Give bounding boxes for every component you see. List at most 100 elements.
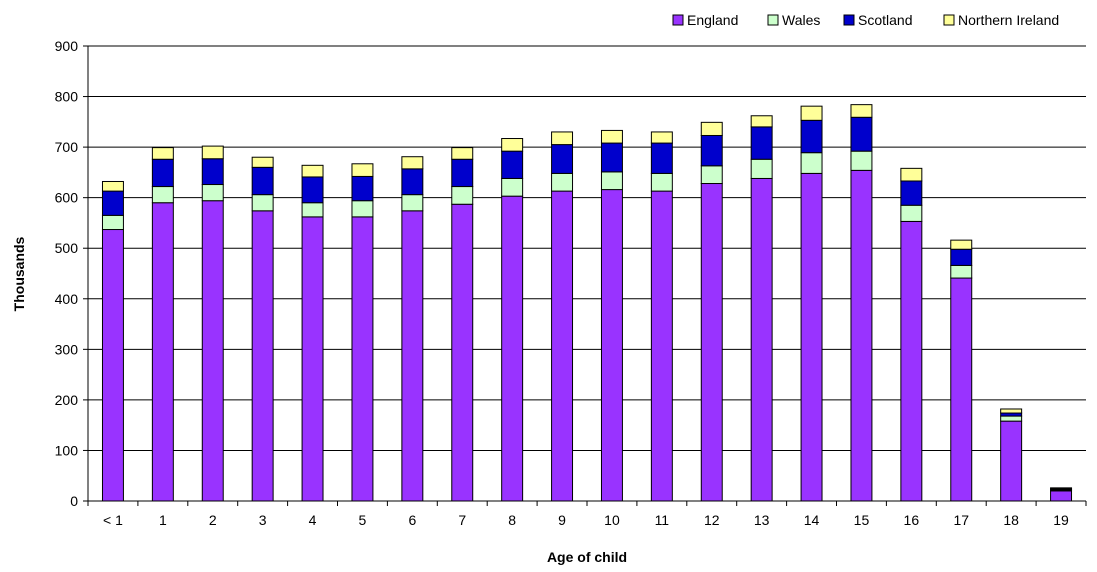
x-tick-label: 6 xyxy=(408,512,416,528)
y-tick-label: 100 xyxy=(55,442,79,458)
bar-segment-wales xyxy=(1000,415,1023,422)
bar-segment-scotland xyxy=(900,180,923,206)
bar-segment-england xyxy=(950,277,973,502)
bar-segment-scotland xyxy=(101,190,124,216)
x-tick-label: 1 xyxy=(159,512,167,528)
x-tick-label: 3 xyxy=(259,512,267,528)
bar-segment-england xyxy=(600,189,623,502)
y-tick-labels: 0 100 200 300 400 500 600 700 800 900 xyxy=(55,38,79,509)
bar-segment-scotland xyxy=(151,158,174,188)
y-tick-label: 400 xyxy=(55,291,79,307)
y-tick-label: 200 xyxy=(55,392,79,408)
bar-segment-england xyxy=(551,190,574,502)
axes xyxy=(83,45,1087,506)
y-tick-label: 0 xyxy=(70,493,78,509)
x-tick-labels: < 1 1 2 3 4 5 6 7 8 9 10 11 12 13 14 15 16 17 18 19 xyxy=(103,512,1069,528)
x-tick-label: 12 xyxy=(704,512,720,528)
x-tick-label: 8 xyxy=(508,512,516,528)
x-axis-title: Age of child xyxy=(547,549,627,565)
bar-segment-england xyxy=(251,210,274,502)
bar-segment-northern-ireland xyxy=(451,147,474,160)
bar-segment-wales xyxy=(750,158,773,179)
y-tick-label: 300 xyxy=(55,341,79,357)
bar-segment-scotland xyxy=(251,166,274,196)
bar-segment-england xyxy=(501,195,524,502)
bar-segment-northern-ireland xyxy=(650,131,673,144)
legend-swatch-scotland xyxy=(843,14,855,26)
bar-segment-england xyxy=(151,202,174,502)
bar-segment-england xyxy=(750,177,773,502)
bars xyxy=(101,104,1073,502)
x-tick-label: 7 xyxy=(458,512,466,528)
bar-segment-wales xyxy=(401,194,424,212)
bar-segment-scotland xyxy=(551,144,574,174)
bar-segment-scotland xyxy=(600,142,623,173)
x-tick-label: 2 xyxy=(209,512,217,528)
bar-segment-wales xyxy=(950,264,973,279)
legend-swatch-wales xyxy=(767,14,779,26)
bar-segment-northern-ireland xyxy=(700,121,723,136)
bar-segment-northern-ireland xyxy=(251,156,274,168)
x-tick-label: 18 xyxy=(1003,512,1019,528)
bar-segment-wales xyxy=(800,152,823,174)
bar-segment-northern-ireland xyxy=(1000,408,1023,414)
bar-segment-england xyxy=(850,169,873,502)
y-tick-label: 800 xyxy=(55,89,79,105)
y-tick-label: 700 xyxy=(55,139,79,155)
legend-swatch-england xyxy=(672,14,684,26)
bar-segment-northern-ireland xyxy=(101,180,124,192)
bar-segment-scotland xyxy=(700,134,723,167)
bar-segment-wales xyxy=(351,200,374,218)
x-tick-label: 13 xyxy=(754,512,770,528)
bar-segment-scotland xyxy=(750,126,773,160)
bar-segment-england xyxy=(101,229,124,502)
bar-segment-england xyxy=(1000,420,1023,502)
bar-segment-scotland xyxy=(301,176,324,204)
bar-segment-northern-ireland xyxy=(301,164,324,178)
x-tick-label: < 1 xyxy=(103,512,123,528)
bar-segment-scotland xyxy=(850,116,873,152)
bar-segment-wales xyxy=(201,184,224,202)
bar-segment-england xyxy=(351,216,374,502)
bar-segment-scotland xyxy=(501,150,524,179)
bar-segment-wales xyxy=(650,172,673,192)
bar-segment-scotland xyxy=(650,142,673,174)
legend: England Wales Scotland Northern Ireland xyxy=(672,12,1059,28)
bar-segment-england xyxy=(650,190,673,502)
bar-segment-northern-ireland xyxy=(900,167,923,182)
bar-segment-england xyxy=(451,203,474,502)
bar-segment-scotland xyxy=(451,158,474,188)
bar-segment-england xyxy=(301,216,324,502)
bar-segment-england xyxy=(800,172,823,502)
bar-segment-england xyxy=(201,200,224,502)
bar-segment-england xyxy=(401,210,424,502)
bar-segment-northern-ireland xyxy=(201,145,224,160)
x-tick-label: 17 xyxy=(953,512,969,528)
bar-segment-scotland xyxy=(950,248,973,266)
bar-segment-northern-ireland xyxy=(800,105,823,121)
legend-label: England xyxy=(687,12,738,28)
bar-segment-wales xyxy=(900,204,923,222)
bar-segment-wales xyxy=(251,194,274,212)
bar-segment-england xyxy=(900,220,923,502)
bar-segment-northern-ireland xyxy=(750,115,773,128)
bar-segment-northern-ireland xyxy=(551,131,574,146)
bar-segment-wales xyxy=(700,165,723,185)
bar-segment-wales xyxy=(501,177,524,197)
bar-segment-northern-ireland xyxy=(501,138,524,152)
x-tick-label: 16 xyxy=(904,512,920,528)
bar-segment-wales xyxy=(551,172,574,192)
x-tick-label: 4 xyxy=(309,512,317,528)
bar-segment-northern-ireland xyxy=(950,239,973,250)
bar-segment-northern-ireland xyxy=(1050,487,1073,490)
bar-segment-northern-ireland xyxy=(600,129,623,144)
bar-segment-scotland xyxy=(800,119,823,154)
bar-segment-wales xyxy=(101,214,124,231)
bar-segment-wales xyxy=(151,186,174,204)
x-tick-label: 9 xyxy=(558,512,566,528)
bar-segment-wales xyxy=(451,186,474,205)
bar-segment-northern-ireland xyxy=(351,163,374,177)
bar-segment-scotland xyxy=(201,158,224,186)
legend-label: Northern Ireland xyxy=(958,12,1059,28)
